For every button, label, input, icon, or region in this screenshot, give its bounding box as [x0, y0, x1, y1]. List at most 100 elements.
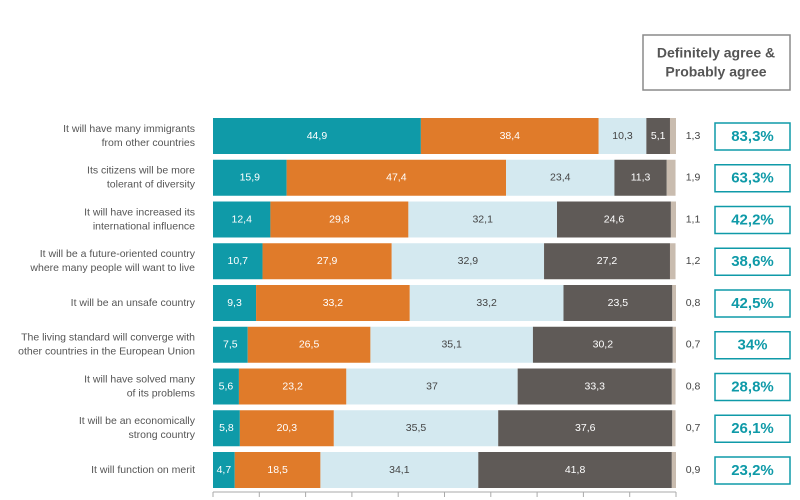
total-box [714, 372, 791, 402]
totals-header: Probably agree [665, 64, 766, 80]
value-label: 33,2 [476, 297, 497, 309]
value-label: 27,2 [597, 255, 618, 267]
bar-segment [671, 452, 676, 488]
bar-segment [213, 285, 257, 321]
bar-segment [506, 159, 615, 196]
bar-segment [598, 118, 647, 154]
total-box [714, 247, 791, 276]
value-label: 9,3 [227, 297, 242, 309]
value-label: 20,3 [277, 422, 298, 434]
bar-segment [544, 243, 670, 280]
value-label: 5,1 [651, 130, 666, 142]
category-label: tolerant of diversity [107, 179, 196, 191]
value-label: 4,7 [217, 464, 232, 476]
bar-segment [213, 452, 235, 488]
bar-segment [333, 410, 499, 447]
value-label: 32,9 [458, 255, 479, 267]
value-label: 0,9 [686, 464, 701, 476]
bar-segment [532, 326, 673, 363]
bar-segment [213, 410, 240, 447]
bar-segment [213, 326, 248, 363]
value-label: 23,4 [550, 172, 571, 184]
total-label: 38,6% [731, 253, 774, 270]
value-label: 27,9 [317, 255, 338, 267]
value-label: 41,8 [565, 464, 586, 476]
bar-segment [239, 410, 334, 447]
total-label: 42,2% [731, 211, 774, 228]
bar-segment [672, 326, 676, 363]
totals-header-box [642, 34, 791, 91]
value-label: 12,4 [231, 213, 252, 225]
value-label: 0,7 [686, 422, 701, 434]
category-label: The living standard will converge with [21, 332, 195, 344]
bar-segment [409, 285, 564, 321]
category-label: It will be an unsafe country [71, 297, 196, 309]
total-box [714, 331, 791, 360]
value-label: 38,4 [500, 130, 521, 142]
value-label: 34,1 [389, 464, 410, 476]
bar-segment [213, 243, 263, 280]
value-label: 44,9 [307, 130, 328, 142]
bar-segment [286, 159, 507, 196]
total-box [714, 205, 791, 235]
value-label: 29,8 [329, 213, 350, 225]
bar-segment [669, 118, 676, 154]
total-label: 63,3% [731, 170, 774, 187]
value-label: 1,9 [686, 172, 701, 184]
value-label: 0,7 [686, 339, 701, 351]
category-label: Its citizens will be more [87, 165, 195, 177]
bar-segment [247, 326, 371, 363]
value-label: 33,2 [323, 297, 344, 309]
bar-segment [517, 368, 672, 405]
category-label: It will be a future-oriented country [40, 248, 196, 260]
category-label: other countries in the European Union [18, 346, 195, 358]
category-label: international influence [93, 220, 195, 232]
value-label: 33,3 [585, 380, 606, 392]
value-label: 7,5 [223, 339, 238, 351]
value-label: 5,8 [219, 422, 234, 434]
value-label: 35,1 [441, 339, 462, 351]
value-label: 15,9 [240, 172, 261, 184]
value-label: 1,1 [686, 213, 701, 225]
bar-segment [262, 243, 392, 280]
value-label: 23,5 [608, 297, 629, 309]
bar-segment [646, 118, 670, 154]
category-label: It will be an economically [79, 415, 196, 427]
value-label: 26,5 [299, 339, 320, 351]
value-label: 1,3 [686, 130, 701, 142]
bar-segment [498, 410, 673, 447]
category-label: strong country [128, 429, 195, 441]
bar-segment [391, 243, 545, 280]
bar-segment [370, 326, 533, 363]
category-label: It will have increased its [84, 206, 195, 218]
bar-segment [670, 201, 676, 238]
bar-segment [213, 201, 271, 238]
bar-segment [234, 452, 321, 488]
total-box [714, 414, 791, 443]
bar-segment [672, 285, 676, 321]
bar-segment [557, 201, 671, 238]
bar-segment [563, 285, 673, 321]
bar-segment [478, 452, 672, 488]
total-box [714, 164, 791, 193]
category-label: It will have solved many [84, 373, 196, 385]
bar-segment [270, 201, 409, 238]
value-label: 37,6 [575, 422, 596, 434]
category-label: of its problems [127, 387, 195, 399]
value-label: 35,5 [406, 422, 427, 434]
total-label: 83,3% [731, 128, 774, 145]
bar-segment [213, 368, 239, 405]
category-label: It will have many immigrants [63, 123, 195, 135]
bar-segment [420, 118, 599, 154]
bar-segment [320, 452, 479, 488]
total-label: 42,5% [731, 295, 774, 312]
value-label: 18,5 [267, 464, 288, 476]
value-label: 11,3 [631, 172, 651, 184]
value-label: 37 [426, 380, 438, 392]
category-label: from other countries [102, 137, 195, 149]
value-label: 23,2 [282, 380, 303, 392]
value-label: 1,2 [686, 255, 701, 267]
value-label: 0,8 [686, 380, 701, 392]
value-label: 10,3 [612, 130, 633, 142]
